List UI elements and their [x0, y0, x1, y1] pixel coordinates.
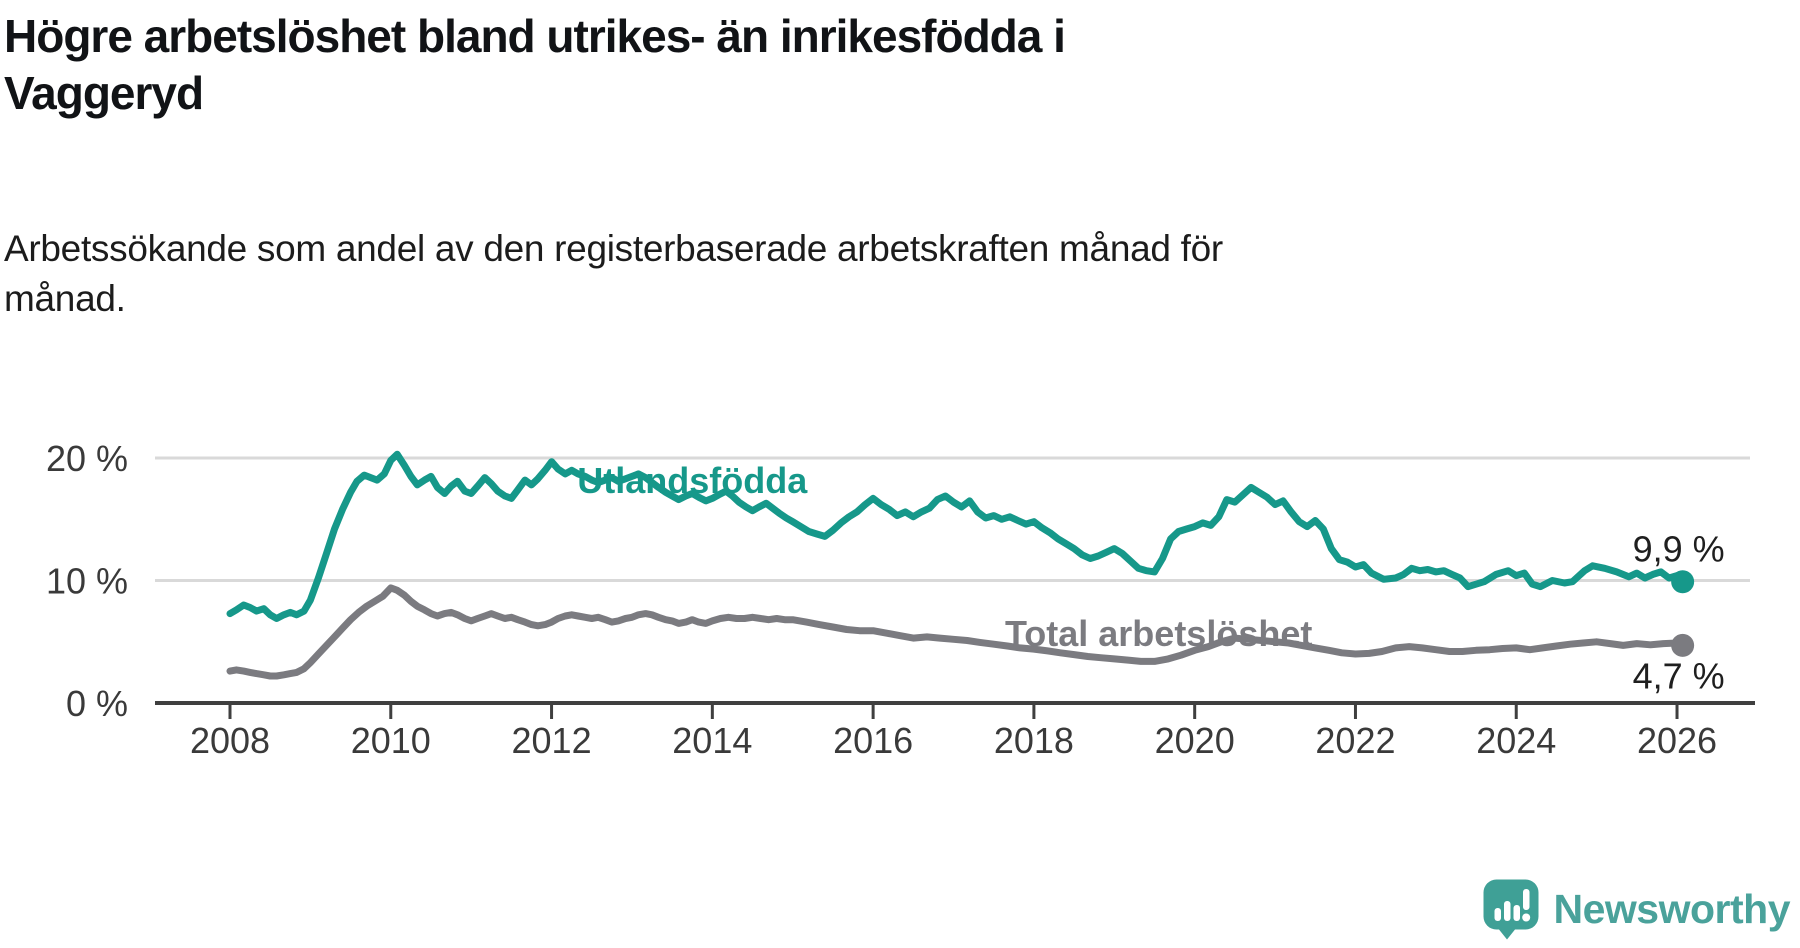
chart-subtitle-line2: månad. — [4, 278, 126, 319]
exclamation-dot — [1521, 913, 1530, 922]
newsworthy-logo: Newsworthy — [1482, 878, 1791, 940]
x-tick-label-2014: 2014 — [672, 720, 752, 761]
y-tick-label-20: 20 % — [46, 438, 128, 479]
series-label-total-arbetsloshet: Total arbetslöshet — [1005, 613, 1312, 654]
x-tick-label-2024: 2024 — [1476, 720, 1556, 761]
x-tick-label-2026: 2026 — [1637, 720, 1717, 761]
bar-1 — [1494, 908, 1501, 921]
end-value-label-total-arbetsloshet: 4,7 % — [1633, 655, 1725, 696]
x-tick-label-2022: 2022 — [1315, 720, 1395, 761]
bar-2 — [1503, 901, 1510, 921]
x-tick-label-2008: 2008 — [190, 720, 270, 761]
speech-bubble-shape — [1483, 879, 1538, 940]
y-tick-label-0: 0 % — [66, 683, 128, 724]
bar-3 — [1513, 905, 1520, 921]
x-tick-label-2020: 2020 — [1155, 720, 1235, 761]
end-dot-total-arbetsloshet — [1671, 633, 1695, 657]
x-tick-label-2016: 2016 — [833, 720, 913, 761]
chart-title-line1: Högre arbetslöshet bland utrikes- än inr… — [4, 10, 1066, 62]
series-line-total-arbetsloshet — [226, 584, 1687, 680]
x-tick-label-2018: 2018 — [994, 720, 1074, 761]
chart-subtitle: Arbetssökande som andel av den registerb… — [4, 224, 1504, 324]
exclamation-bar — [1522, 889, 1529, 910]
chart-subtitle-line1: Arbetssökande som andel av den registerb… — [4, 228, 1223, 269]
x-tick-label-2012: 2012 — [512, 720, 592, 761]
series-line-utlandsfodda — [226, 450, 1687, 622]
end-dot-utlandsfodda — [1671, 570, 1695, 594]
chart-title-line2: Vaggeryd — [4, 67, 204, 119]
chart-title: Högre arbetslöshet bland utrikes- än inr… — [4, 8, 1604, 122]
series-label-utlandsfodda: Utlandsfödda — [577, 460, 808, 501]
y-tick-label-10: 10 % — [46, 561, 128, 602]
newsworthy-wordmark: Newsworthy — [1553, 885, 1791, 932]
newsworthy-speech-bubble-bar-chart-icon — [1483, 879, 1538, 940]
x-tick-label-2010: 2010 — [351, 720, 431, 761]
end-value-label-utlandsfodda: 9,9 % — [1633, 529, 1725, 570]
